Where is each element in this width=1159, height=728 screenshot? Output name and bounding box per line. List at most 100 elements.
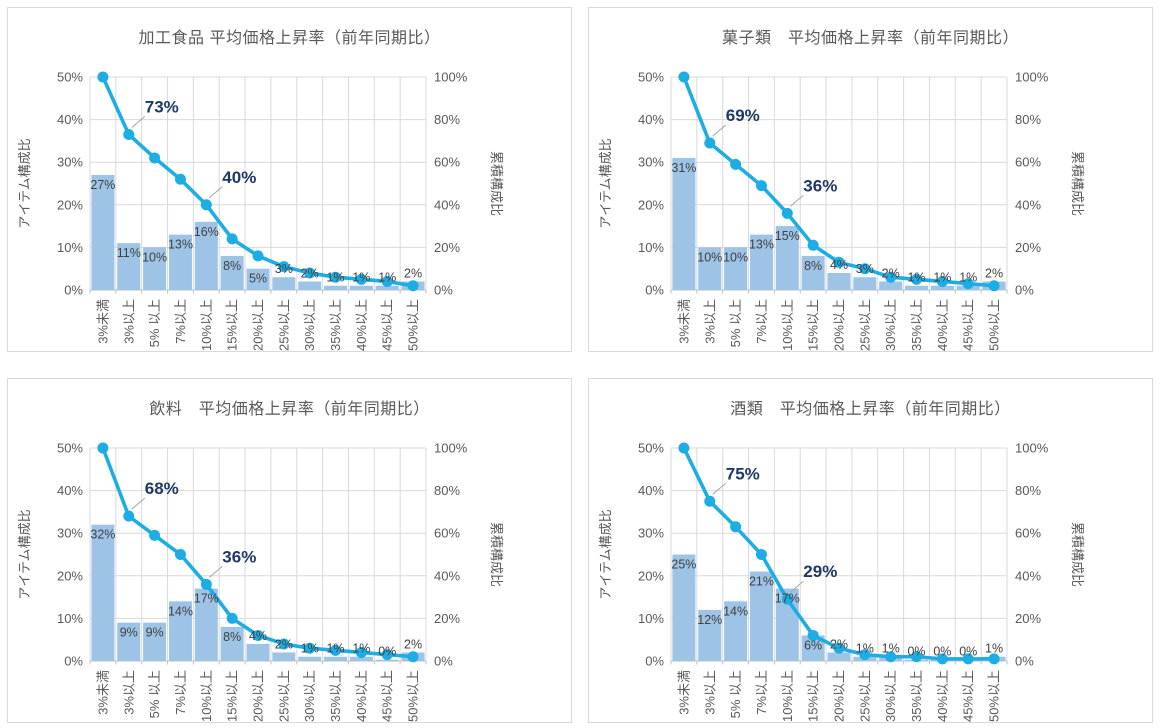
right-axis-tick-label: 20% [434,240,460,255]
annotation-leader-line [789,194,804,207]
x-axis-category-label: 5% 以上 [147,299,162,347]
left-axis-tick-label: 30% [638,155,664,170]
x-axis-category-label: 10%以上 [199,299,214,351]
annotation-leader-line [789,580,804,593]
right-axis-tick-label: 40% [1015,197,1041,212]
x-axis-category-label: 15%以上 [225,670,240,722]
line-marker [278,261,290,273]
bar-data-label: 4% [830,258,848,272]
bar [246,268,270,290]
line-marker [123,129,135,141]
x-axis-category-label: 25%以上 [857,299,872,351]
bar-data-label: 17% [775,592,800,606]
bar-data-label: 32% [90,528,115,542]
x-axis-category-label: 3%以上 [121,670,136,715]
bar-data-label: 3% [856,262,874,276]
bar-data-label: 31% [671,161,696,175]
right-axis-tick-label: 60% [1015,155,1041,170]
bar-data-label: 10% [142,250,167,264]
line-marker [381,275,393,287]
line-marker [252,250,264,262]
x-axis-category-label: 7%以上 [173,670,188,715]
bar [375,659,399,661]
line-marker [936,275,948,287]
line-marker [885,271,897,283]
bar [220,626,244,661]
bar-data-label: 4% [249,629,267,643]
line-marker [149,152,161,164]
bar [698,247,722,290]
bar-data-label: 14% [723,604,748,618]
x-axis-category-label: 45%以上 [380,299,395,351]
x-axis-category-label: 35%以上 [328,670,343,722]
bar-data-label: 0% [933,645,951,659]
bar [246,643,270,661]
right-axis-title: 累積構成比 [1070,522,1085,587]
x-axis-category-label: 45%以上 [380,670,395,722]
right-axis-tick-label: 100% [1015,70,1049,85]
line-marker [833,256,845,268]
bar [91,174,115,290]
bar-data-label: 17% [194,592,219,606]
x-axis-category-label: 7%以上 [173,299,188,344]
annotation-label: 36% [803,176,837,195]
bar-data-label: 15% [775,229,800,243]
chart-panel-alcoholic-beverages: 酒類 平均価格上昇率（前年同期比） 25% 12% 14% 21% 17% 6% 2% 1% 1… [588,378,1153,723]
line-marker [304,267,316,279]
left-axis-tick-label: 10% [638,240,664,255]
bar [827,272,851,290]
line-marker [330,271,342,283]
x-axis-category-label: 50%以上 [987,299,1002,351]
left-axis-tick-label: 0% [64,654,83,669]
line-marker [988,653,1000,665]
left-axis-tick-label: 40% [638,483,664,498]
bar-data-label: 13% [749,238,774,252]
annotation-label: 68% [145,479,179,498]
line-marker [123,510,135,522]
bar [143,622,167,661]
bar-data-label: 12% [697,613,722,627]
bar-data-label: 1% [933,271,951,285]
x-axis-category-label: 45%以上 [961,299,976,351]
x-axis-category-label: 15%以上 [225,299,240,351]
bar [375,285,399,290]
right-axis-tick-label: 100% [434,441,468,456]
bar [749,234,773,290]
annotation-label: 40% [222,168,256,187]
right-axis-title: 累積構成比 [489,522,504,587]
line-marker [355,273,367,285]
bar [298,281,322,290]
bar-data-label: 2% [275,637,293,651]
bar [194,588,218,661]
bar-data-label: 9% [120,626,138,640]
bar-data-label: 27% [90,178,115,192]
bar-data-label: 1% [301,642,319,656]
line-marker [755,180,767,192]
x-axis-category-label: 20%以上 [832,299,847,351]
x-axis-category-label: 40%以上 [354,299,369,351]
bar-data-label: 1% [959,271,977,285]
annotation-label: 73% [145,98,179,117]
x-axis-category-label: 5% 以上 [147,670,162,718]
left-axis-tick-label: 20% [57,197,83,212]
pareto-chart-processed-foods: 27%11% 10%13%16%8%5%3% 2% 1% 1% 1% 2%73%40%50%… [17,70,504,352]
right-axis-tick-label: 0% [1015,654,1034,669]
line-marker [678,71,690,83]
pareto-chart-beverages: 32% 9% 9% 14%17% 8% 4% 2% 1% 1% 1% 0% 2% 68% 36% 50% 40… [17,441,504,723]
bar-data-label: 14% [168,604,193,618]
bar-data-label: 8% [804,259,822,273]
left-axis-tick-label: 10% [57,240,83,255]
x-axis-category-label: 3%未満 [95,670,110,715]
line-marker [174,173,186,185]
annotation-label: 75% [726,464,760,483]
x-axis-category-label: 45%以上 [961,670,976,722]
x-axis-category-label: 5% 以上 [728,670,743,718]
left-axis-title: アイテム構成比 [598,509,613,599]
right-axis-tick-label: 60% [1015,526,1041,541]
line-marker [962,278,974,290]
x-axis-category-label: 30%以上 [883,299,898,351]
pareto-chart-confectionery: 31%10% 10%13%15%8% 4% 3% 2% 1% 1% 1% 2%69%36%50%… [598,70,1085,352]
bar-data-label: 1% [856,642,874,656]
line-marker [149,529,161,541]
